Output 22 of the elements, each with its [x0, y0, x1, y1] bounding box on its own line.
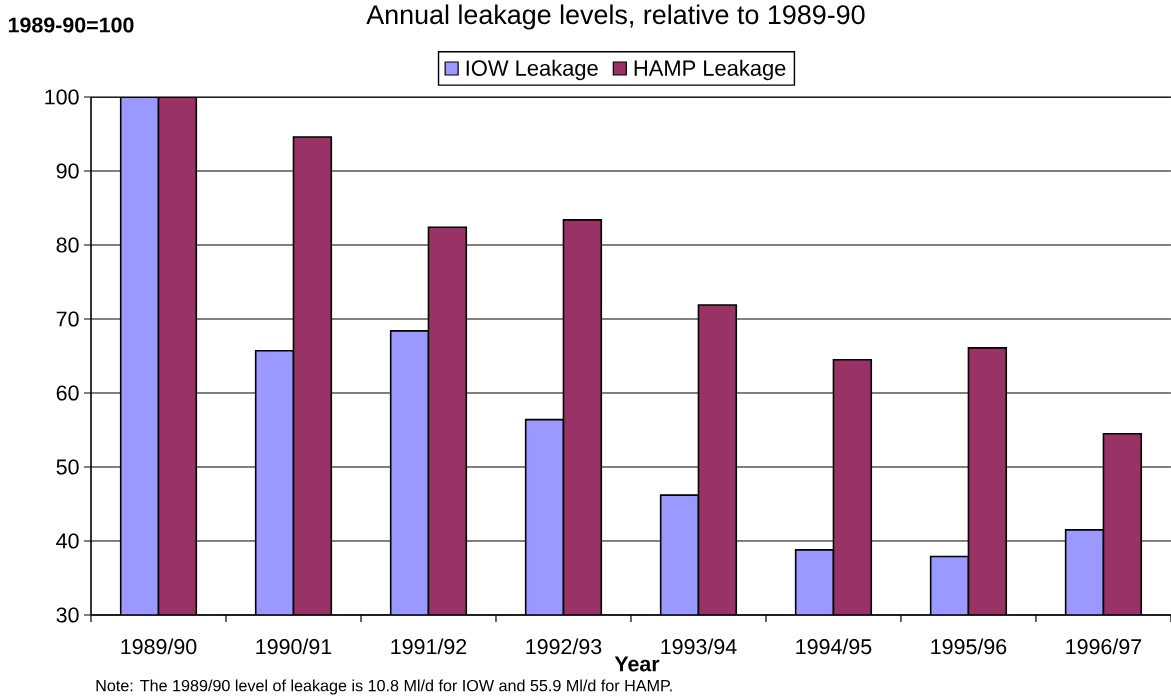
- y-tick-label: 100: [45, 89, 79, 105]
- x-axis-title: Year: [614, 656, 660, 672]
- x-tick-label: 1992/93: [526, 638, 602, 655]
- text: Note: The 1989/90 level of leakage is 10.8 Ml/d for IOW and 55.9 Ml/d for HAMP.: [96, 679, 672, 695]
- y-tick-label: 90: [56, 163, 79, 179]
- x-tick-label: 1995/96: [931, 638, 1007, 655]
- x-tick-label: 1994/95: [796, 638, 872, 655]
- x-tick-label: 1996/97: [1066, 638, 1142, 655]
- x-tick-label: 1991/92: [391, 638, 467, 655]
- legend-label: IOW Leakage: [466, 59, 598, 81]
- legend-label: HAMP Leakage: [634, 59, 786, 81]
- x-tick-label: 1993/94: [661, 638, 737, 655]
- y-tick-label: 40: [56, 533, 79, 549]
- y-tick-label: 30: [56, 607, 79, 623]
- y-tick-label: 60: [56, 385, 79, 401]
- y-tick-label: 80: [56, 237, 79, 253]
- x-tick-label: 1990/91: [256, 638, 332, 655]
- y-tick-label: 50: [56, 459, 79, 475]
- chart-title: Annual leakage levels, relative to 1989-90: [366, 4, 865, 30]
- y-tick-label: 70: [56, 311, 79, 327]
- y-axis-title: 1989-90=100: [8, 17, 134, 33]
- x-tick-label: 1989/90: [121, 638, 197, 655]
